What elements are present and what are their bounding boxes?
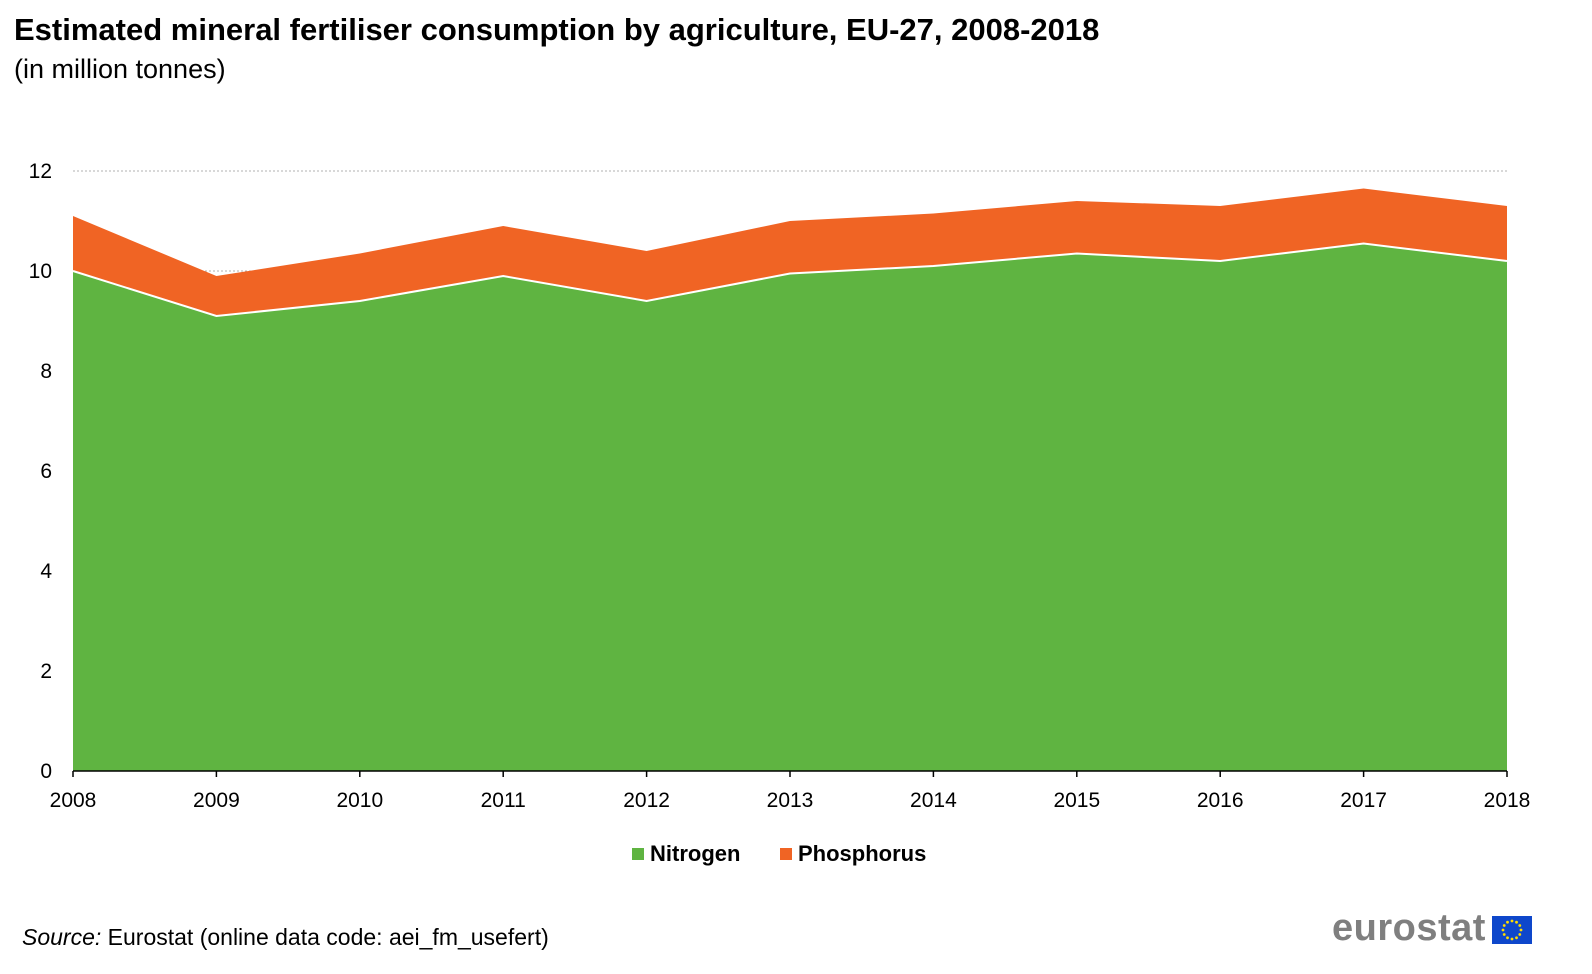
area-phosphorus <box>73 188 1507 316</box>
legend-swatch-nitrogen <box>632 848 644 860</box>
legend-swatch-phosphorus <box>780 848 792 860</box>
x-tick-label-2017: 2017 <box>1340 789 1387 812</box>
y-tick-label-0: 0 <box>40 760 52 783</box>
legend-label-phosphorus: Phosphorus <box>798 841 926 866</box>
y-tick-label-2: 2 <box>40 660 52 683</box>
x-tick-label-2014: 2014 <box>910 789 957 812</box>
source-label: Source: <box>22 924 102 950</box>
x-tick-label-2011: 2011 <box>481 789 526 812</box>
eu-flag-icon <box>1491 916 1532 944</box>
y-tick-label-10: 10 <box>29 260 52 283</box>
chart-subtitle: (in million tonnes) <box>14 54 226 84</box>
eurostat-logo: eurostat <box>1332 906 1532 950</box>
eurostat-wordmark: eurostat <box>1332 907 1486 949</box>
x-tick-label-2009: 2009 <box>193 789 240 812</box>
y-tick-label-12: 12 <box>29 160 52 183</box>
x-tick-label-2010: 2010 <box>336 789 383 812</box>
source-text: Eurostat (online data code: aei_fm_usefe… <box>101 924 549 950</box>
y-tick-label-6: 6 <box>40 460 52 483</box>
area-nitrogen <box>73 243 1507 771</box>
chart-title: Estimated mineral fertiliser consumption… <box>14 12 1100 47</box>
x-tick-label-2013: 2013 <box>767 789 814 812</box>
y-tick-label-4: 4 <box>40 560 52 583</box>
x-tick-label-2018: 2018 <box>1484 789 1531 812</box>
x-tick-label-2008: 2008 <box>50 789 97 812</box>
x-tick-label-2012: 2012 <box>623 789 670 812</box>
legend-label-nitrogen: Nitrogen <box>650 841 740 866</box>
series-separator-line <box>72 242 1508 318</box>
x-tick-label-2015: 2015 <box>1053 789 1100 812</box>
y-tick-label-8: 8 <box>40 360 52 383</box>
stacked-area-chart: 2008 2009 2010 2011 2012 2013 2014 2015 2016 2017… <box>29 160 1531 866</box>
source-note: Source: Eurostat (online data code: aei_… <box>22 924 549 951</box>
x-tick-label-2016: 2016 <box>1197 789 1244 812</box>
